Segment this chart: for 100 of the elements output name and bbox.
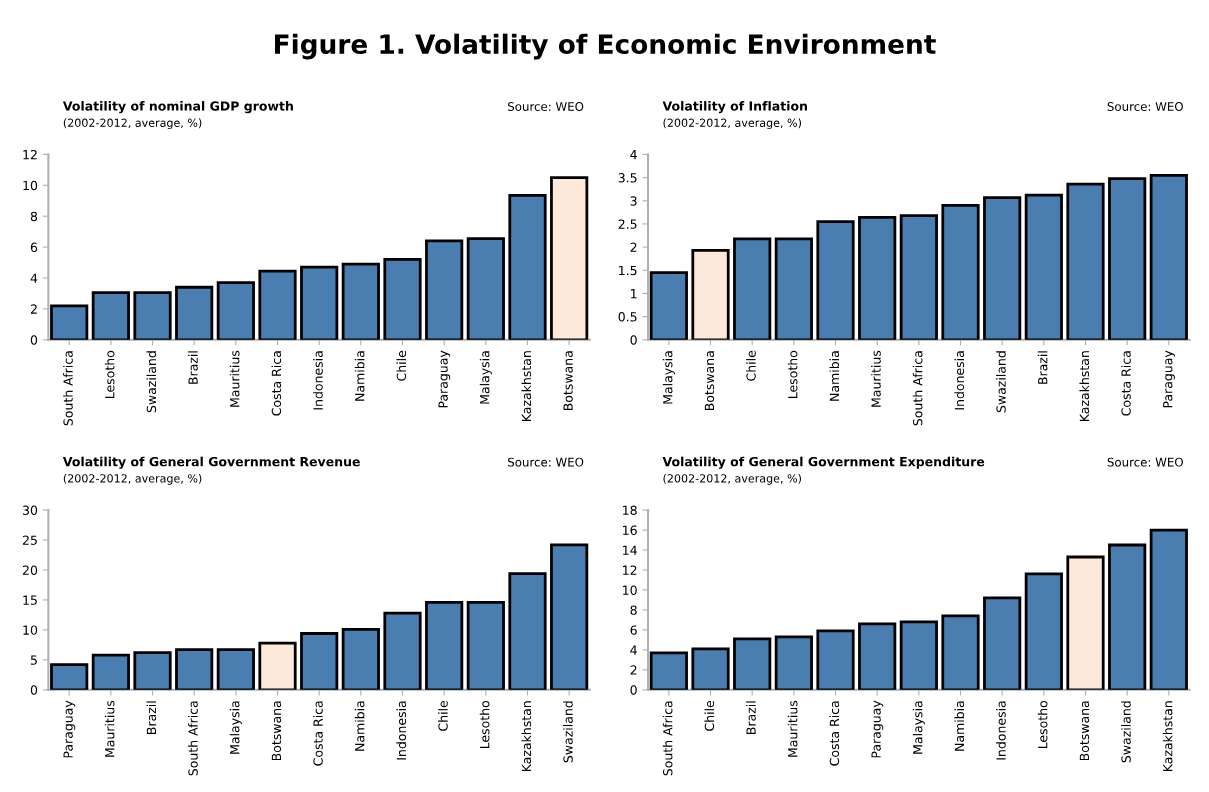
chart-subtitle: (2002-2012, average, %) <box>663 118 801 130</box>
x-tick-label: Namibia <box>354 701 365 751</box>
bar <box>733 237 772 340</box>
x-tick-label: South Africa <box>662 701 673 776</box>
x-tick-label: Paraguay <box>1163 350 1175 408</box>
chart-title: Volatility of General Government Revenue <box>62 456 360 469</box>
bar <box>899 214 938 340</box>
bar <box>258 641 297 690</box>
x-tick-label: Paraguay <box>871 700 884 758</box>
x-tick-label: Botswana <box>1079 701 1090 761</box>
bar <box>941 614 980 690</box>
y-tick-label: 6 <box>630 625 637 635</box>
bar <box>550 543 589 690</box>
bar <box>1149 528 1188 690</box>
x-tick-label: Chile <box>396 350 407 381</box>
x-tick-label: Swaziland <box>1121 701 1131 763</box>
y-tick-label: 15 <box>23 595 37 605</box>
y-tick-label: 1 <box>631 289 637 299</box>
x-tick-label: Kazakhstan <box>521 701 532 772</box>
x-tick-label: Mauritius <box>787 700 798 757</box>
chart-title: Volatility of nominal GDP growth <box>62 101 293 114</box>
x-tick-label: Lesotho <box>104 350 115 399</box>
chart-subtitle: (2002-2012, average, %) <box>63 118 202 130</box>
x-tick-label: Brazil <box>188 351 198 384</box>
x-tick-label: Botswana <box>704 351 715 411</box>
x-tick-label: Brazil <box>1037 351 1048 384</box>
y-tick-label: 0 <box>630 685 637 695</box>
y-tick-label: 0.5 <box>618 312 637 322</box>
x-tick-label: Paraguay <box>63 700 76 758</box>
y-tick-label: 16 <box>623 525 637 535</box>
y-tick-label: 25 <box>22 535 37 545</box>
bar <box>175 285 214 340</box>
x-tick-label: Lesotho <box>479 700 490 749</box>
bar <box>91 291 130 340</box>
x-tick-label: Chile <box>746 350 756 381</box>
x-tick-label: Lesotho <box>1037 700 1048 749</box>
x-tick-label: Kazakhstan <box>1079 351 1090 421</box>
x-tick-label: South Africa <box>912 351 923 426</box>
y-tick-label: 5 <box>30 655 37 665</box>
y-tick-label: 14 <box>623 545 637 555</box>
y-tick-label: 12 <box>623 565 637 575</box>
x-tick-label: Namibia <box>954 701 965 751</box>
bar <box>258 269 297 340</box>
y-tick-label: 2 <box>30 304 37 314</box>
x-tick-label: Namibia <box>354 351 365 401</box>
x-tick-label: Namibia <box>829 351 840 401</box>
y-tick-label: 2.5 <box>618 219 637 229</box>
bar <box>425 600 464 690</box>
bar <box>508 193 547 340</box>
chart-subtitle: (2002-2012, average, %) <box>63 473 202 485</box>
x-tick-label: Indonesia <box>396 701 407 760</box>
y-tick-label: 30 <box>22 505 38 515</box>
y-tick-label: 3.5 <box>618 173 637 183</box>
chart-title: Volatility of General Government Expenditure <box>662 456 985 469</box>
bar <box>899 620 938 690</box>
bar <box>466 600 505 690</box>
x-tick-label: Mauritius <box>229 350 240 407</box>
x-tick-label: Costa Rica <box>829 701 840 766</box>
x-tick-label: Swaziland <box>146 351 157 413</box>
y-tick-label: 20 <box>22 565 38 575</box>
y-tick-label: 4 <box>30 273 38 283</box>
bar <box>133 651 172 690</box>
bar <box>341 627 380 690</box>
source-note: Source: WEO <box>1107 102 1183 111</box>
bar <box>941 204 980 340</box>
x-tick-label: Costa Rica <box>1121 351 1131 416</box>
bar <box>1108 177 1147 340</box>
bar <box>300 265 339 340</box>
bar <box>691 248 730 340</box>
bar <box>816 220 855 340</box>
bar <box>1066 555 1105 690</box>
y-tick-label: 12 <box>23 149 37 160</box>
x-tick-label: Paraguay <box>438 350 451 408</box>
x-tick-label: Botswana <box>563 351 573 411</box>
bar <box>508 572 547 690</box>
bar <box>1066 182 1105 340</box>
x-tick-label: Swaziland <box>563 701 573 763</box>
y-tick-label: 6 <box>30 242 38 253</box>
bar <box>733 637 772 690</box>
x-tick-label: Chile <box>704 700 715 731</box>
x-tick-label: Brazil <box>146 701 157 734</box>
bar <box>983 596 1022 690</box>
bar <box>383 258 422 340</box>
bar <box>50 663 89 690</box>
bar <box>216 281 255 340</box>
bar <box>216 648 255 690</box>
y-tick-label: 2 <box>630 242 637 252</box>
y-tick-label: 2 <box>630 665 637 675</box>
bar <box>649 651 688 690</box>
bar <box>1024 572 1063 690</box>
x-tick-label: Brazil <box>746 701 756 734</box>
x-tick-label: Malaysia <box>912 701 925 754</box>
bar <box>383 611 422 690</box>
bar <box>300 632 339 690</box>
x-tick-label: Costa Rica <box>313 701 323 766</box>
x-tick-label: Botswana <box>271 701 282 761</box>
y-tick-label: 10 <box>623 585 637 595</box>
y-tick-label: 10 <box>23 625 38 635</box>
bar <box>649 271 688 340</box>
y-tick-label: 4 <box>630 150 637 160</box>
